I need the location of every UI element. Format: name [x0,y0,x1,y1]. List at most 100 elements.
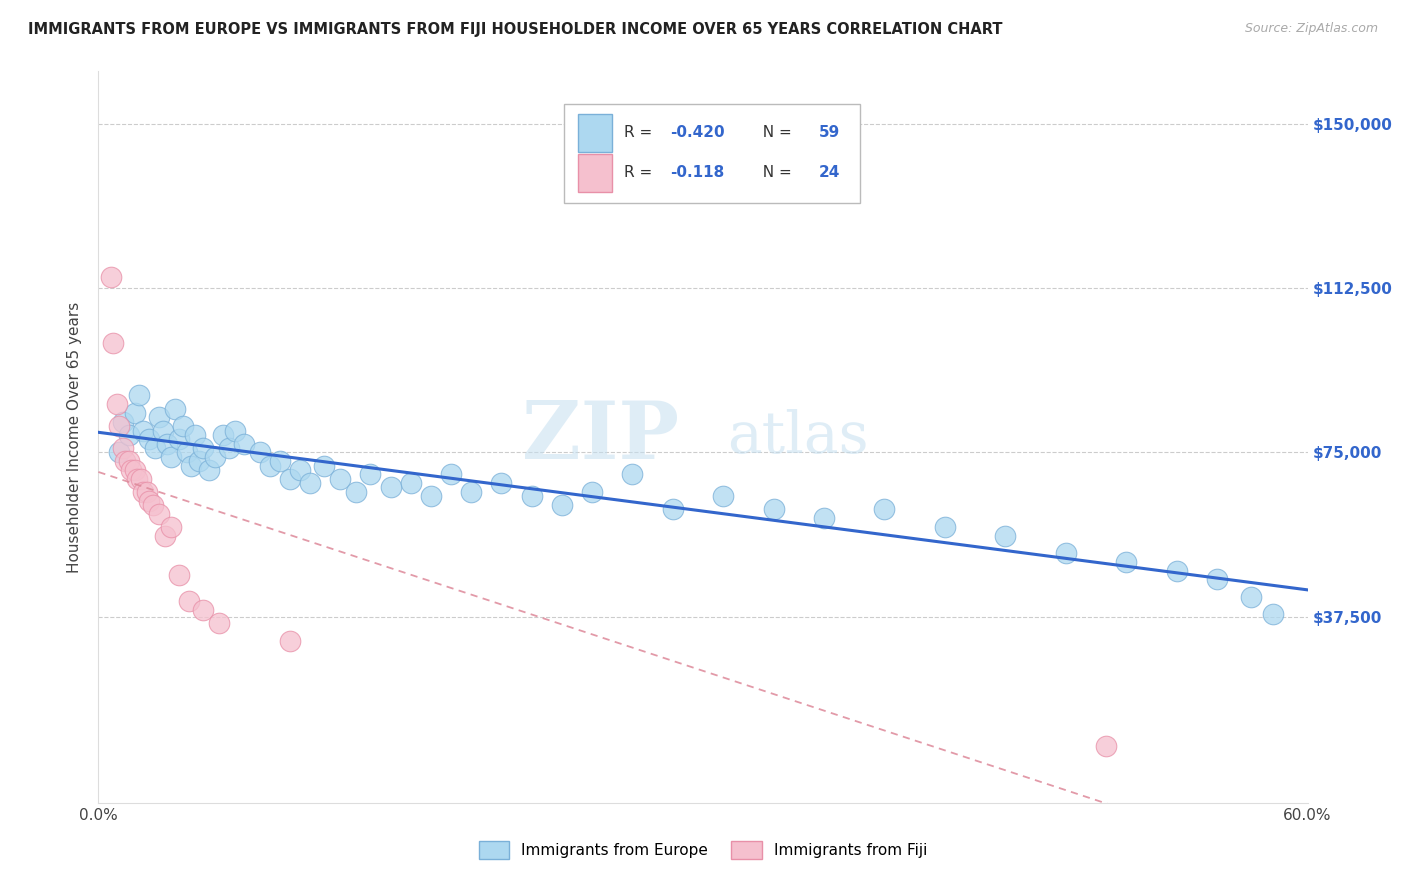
Point [232,436,254,450]
Point [380,480,402,494]
Text: Source: ZipAtlas.com: Source: ZipAtlas.com [1244,22,1378,36]
Point [1054,546,1077,560]
Point [520,489,543,503]
Point [114,454,136,468]
Point [249,445,271,459]
Text: N =: N = [752,125,796,139]
Point [105,397,128,411]
Point [118,454,141,468]
Point [180,458,202,473]
Point [278,472,301,486]
Point [420,489,443,503]
Point [118,428,141,442]
Text: 24: 24 [820,165,841,180]
Point [160,450,183,464]
Point [344,484,367,499]
Point [994,528,1017,542]
Point [1240,590,1263,604]
Point [204,450,226,464]
Text: -0.118: -0.118 [671,165,724,180]
Text: atlas: atlas [727,409,869,465]
Point [184,428,207,442]
Point [1115,555,1137,569]
Point [163,401,186,416]
Point [762,502,785,516]
Point [101,335,124,350]
Point [107,445,129,459]
Text: N =: N = [752,165,796,180]
Point [188,454,211,468]
Text: R =: R = [624,165,658,180]
Text: R =: R = [624,125,658,139]
Point [1206,573,1229,587]
Point [208,616,231,631]
Point [711,489,734,503]
Point [132,484,155,499]
FancyBboxPatch shape [564,104,860,203]
Point [120,463,142,477]
Point [934,520,956,534]
Point [224,424,246,438]
Point [259,458,281,473]
Text: IMMIGRANTS FROM EUROPE VS IMMIGRANTS FROM FIJI HOUSEHOLDER INCOME OVER 65 YEARS : IMMIGRANTS FROM EUROPE VS IMMIGRANTS FRO… [28,22,1002,37]
Point [269,454,291,468]
Point [156,436,179,450]
Point [111,415,134,429]
Point [107,419,129,434]
Point [314,458,336,473]
Point [142,498,165,512]
Point [212,428,235,442]
Y-axis label: Householder Income Over 65 years: Householder Income Over 65 years [67,301,83,573]
Point [124,406,146,420]
Point [129,472,152,486]
Point [148,410,170,425]
Point [111,441,134,455]
Point [179,594,201,608]
Point [132,424,155,438]
Point [1095,739,1118,753]
Point [124,463,146,477]
Point [621,467,644,482]
Point [278,633,301,648]
Point [661,502,683,516]
Point [551,498,574,512]
Point [135,484,157,499]
Point [138,493,160,508]
Point [148,507,170,521]
Point [491,476,513,491]
Point [299,476,322,491]
Point [198,463,221,477]
Point [460,484,482,499]
Point [1166,564,1188,578]
Point [172,419,194,434]
Point [399,476,422,491]
FancyBboxPatch shape [578,154,613,192]
Point [360,467,382,482]
Point [143,441,166,455]
Point [152,424,174,438]
Text: ZIP: ZIP [522,398,679,476]
Point [873,502,896,516]
Point [581,484,603,499]
Point [128,388,150,402]
Point [160,520,183,534]
Point [218,441,240,455]
Point [125,472,148,486]
Point [1263,607,1285,622]
FancyBboxPatch shape [578,114,613,152]
Point [329,472,352,486]
Text: 59: 59 [820,125,841,139]
Point [167,568,190,582]
Point [813,511,835,525]
Point [193,441,215,455]
Point [440,467,463,482]
Point [138,432,160,446]
Text: -0.420: -0.420 [671,125,725,139]
Point [167,432,190,446]
Point [100,270,122,285]
Point [153,528,176,542]
Point [193,603,215,617]
Legend: Immigrants from Europe, Immigrants from Fiji: Immigrants from Europe, Immigrants from … [472,835,934,864]
Point [176,445,198,459]
Point [288,463,311,477]
